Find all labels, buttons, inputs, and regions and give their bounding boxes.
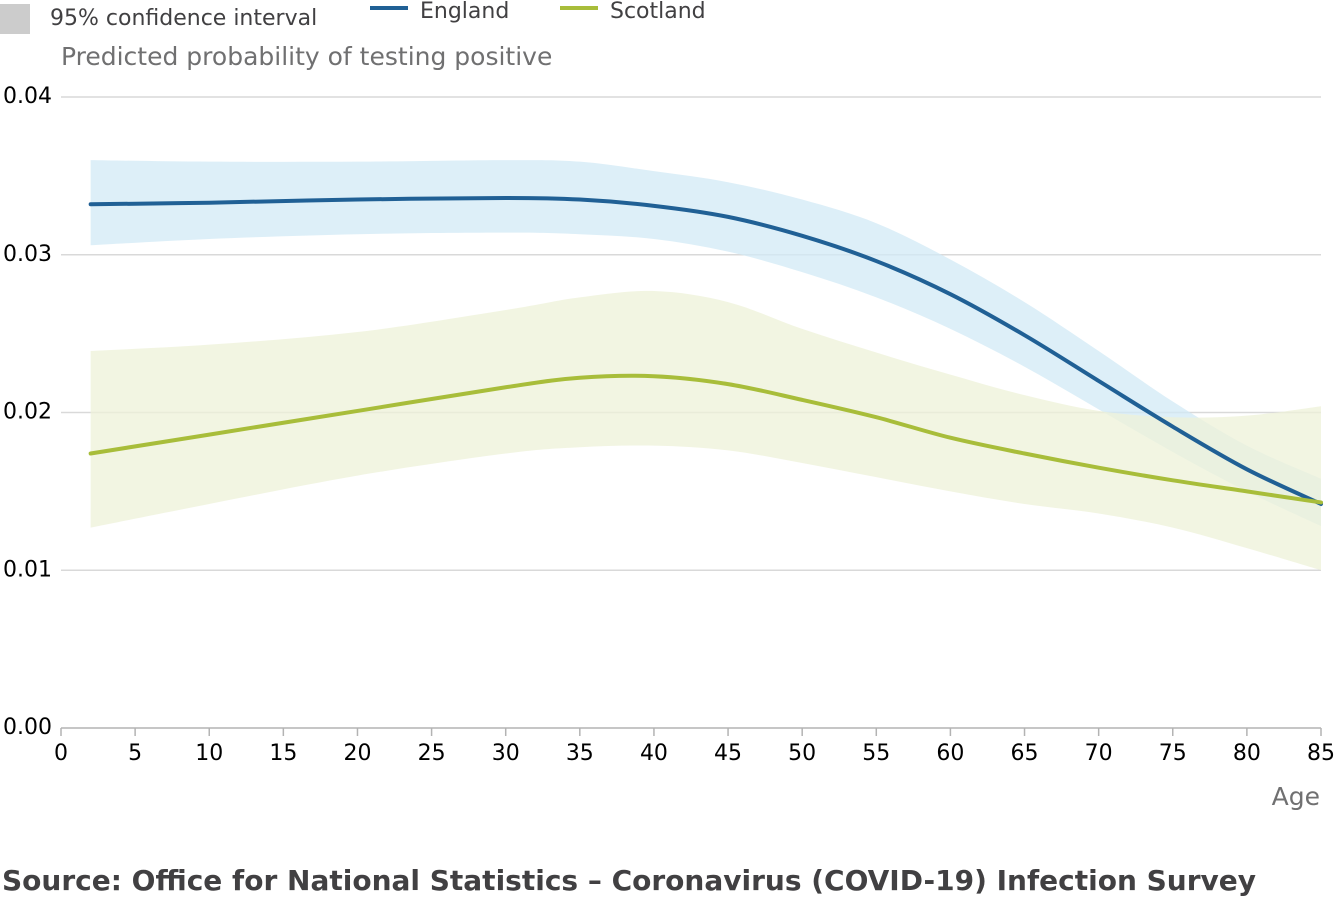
legend-england-label: England xyxy=(420,0,509,24)
x-tick-label: 25 xyxy=(418,741,446,766)
x-tick-label: 80 xyxy=(1233,741,1261,766)
x-tick-label: 65 xyxy=(1011,741,1039,766)
x-tick-label: 20 xyxy=(343,741,371,766)
series-line-scotland xyxy=(88,373,1323,505)
series-lines xyxy=(88,195,1323,506)
confidence-band-england xyxy=(90,160,1321,527)
x-tick-label: 55 xyxy=(862,741,890,766)
source-note: Source: Office for National Statistics –… xyxy=(2,864,1256,897)
x-tick-label: 60 xyxy=(936,741,964,766)
x-tick-label: 15 xyxy=(269,741,297,766)
x-tick-label: 10 xyxy=(195,741,223,766)
y-tick-label: 0.00 xyxy=(3,715,52,740)
x-tick-label: 30 xyxy=(492,741,520,766)
x-tick-label: 75 xyxy=(1159,741,1187,766)
x-tick-label: 35 xyxy=(566,741,594,766)
x-tick-label: 50 xyxy=(788,741,816,766)
x-tick-label: 40 xyxy=(640,741,668,766)
legend-scotland-label: Scotland xyxy=(610,0,706,24)
confidence-bands xyxy=(90,160,1321,571)
series-line-england xyxy=(88,195,1323,506)
y-tick-label: 0.01 xyxy=(3,557,52,582)
x-axis-title: Age xyxy=(1272,782,1320,811)
legend-ci-label: 95% confidence interval xyxy=(50,6,317,31)
y-axis: 0.00 0.01 0.02 0.03 0.04 xyxy=(3,84,52,740)
x-tick-label: 85 xyxy=(1307,741,1334,766)
x-tick-label: 5 xyxy=(128,741,142,766)
y-tick-label: 0.02 xyxy=(3,400,52,425)
y-axis-title: Predicted probability of testing positiv… xyxy=(61,42,552,71)
x-tick-label: 45 xyxy=(714,741,742,766)
x-axis: 0 5 10 15 20 25 30 35 40 45 50 55 60 65 70 75 80 85 xyxy=(54,728,1334,766)
x-tick-label: 70 xyxy=(1085,741,1113,766)
x-tick-label: 0 xyxy=(54,741,68,766)
legend-ci-swatch xyxy=(0,4,30,34)
y-tick-label: 0.03 xyxy=(3,242,52,267)
confidence-band-scotland xyxy=(90,290,1321,571)
legend: 95% confidence interval England Scotland xyxy=(0,0,706,34)
y-tick-label: 0.04 xyxy=(3,84,52,109)
